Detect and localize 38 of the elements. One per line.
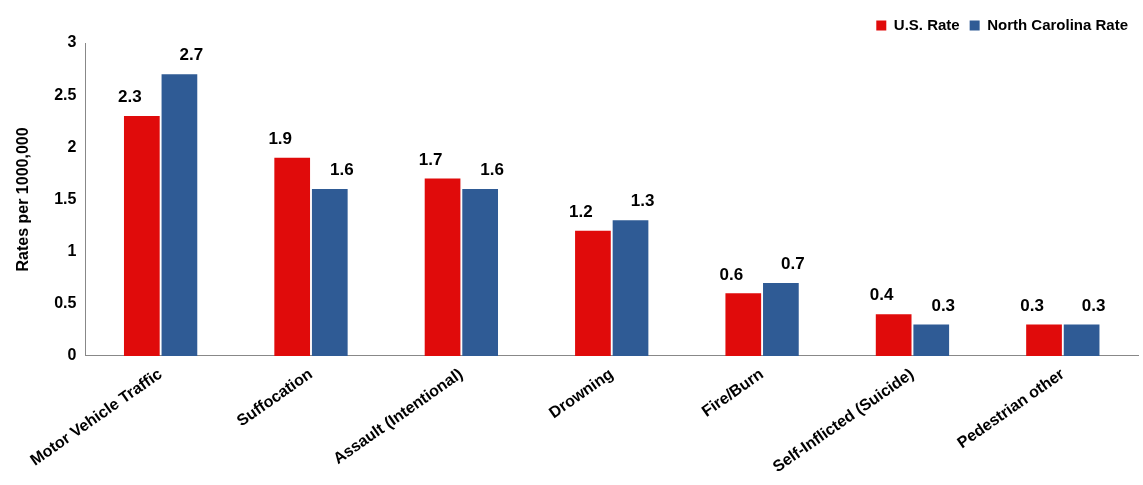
bar: [274, 157, 311, 356]
data-label: 1.7: [418, 149, 443, 169]
y-tick-label: 1.5: [54, 189, 77, 207]
data-label: 0.3: [1020, 295, 1044, 315]
data-label: 0.3: [931, 295, 956, 315]
y-tick-label: 2.5: [54, 85, 77, 103]
data-label: 2.3: [118, 87, 142, 107]
y-tick-label: 0.5: [54, 294, 77, 312]
bar: [1026, 324, 1062, 356]
legend-label: U.S. Rate: [893, 15, 960, 33]
bar: [575, 230, 611, 356]
data-label: 0.7: [781, 254, 805, 274]
data-label: 1.3: [630, 191, 655, 211]
bar: [1063, 324, 1100, 356]
bar: [875, 314, 912, 356]
bar: [913, 324, 950, 356]
data-label: 1.6: [480, 160, 504, 180]
bar: [763, 282, 799, 356]
data-label: 0.4: [869, 285, 895, 305]
legend-label: North Carolina Rate: [987, 15, 1129, 33]
bar: [612, 220, 649, 356]
data-label: 1.6: [329, 160, 354, 180]
y-tick-label: 1: [67, 242, 77, 260]
bar: [424, 178, 461, 356]
bar: [123, 116, 160, 356]
data-label: 1.9: [268, 128, 293, 148]
bar: [725, 293, 762, 356]
data-label: 1.2: [569, 201, 593, 221]
y-axis-title: Rates per 1000,000: [14, 127, 32, 272]
data-label: 0.6: [719, 264, 744, 284]
y-tick-label: 3: [67, 33, 77, 51]
data-label: 0.3: [1081, 295, 1106, 315]
bar: [311, 189, 348, 356]
data-label: 2.7: [179, 45, 204, 65]
y-tick-label: 0: [67, 346, 77, 364]
y-tick-label: 2: [67, 137, 77, 155]
bar: [462, 189, 499, 356]
bar: [161, 74, 198, 356]
